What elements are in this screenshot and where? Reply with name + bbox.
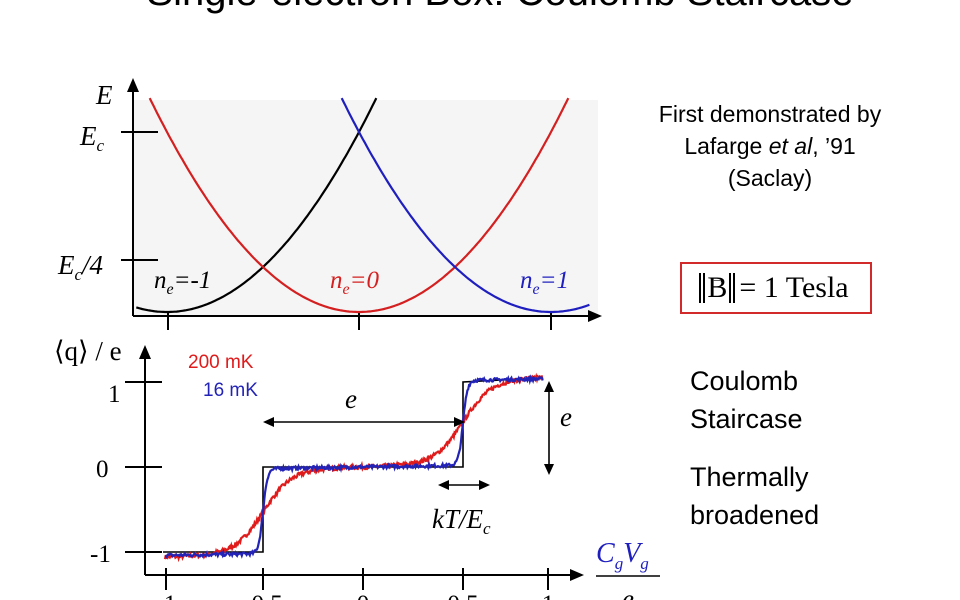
x-axis-label-denominator: e <box>622 584 634 600</box>
step-width-arrow <box>263 417 465 427</box>
curve-label-n-0: ne=0 <box>330 267 379 298</box>
step-height-label: e <box>560 402 572 432</box>
vector-arrow-icon: → <box>710 270 727 287</box>
broadened-caption: Thermally broadened <box>690 462 820 530</box>
energy-axis-label: E <box>95 80 113 110</box>
energy-curve-n-0 <box>148 97 570 314</box>
energy-plot-background <box>133 100 598 316</box>
y-tick-1: 1 <box>108 381 121 408</box>
energy-curve-n-1 <box>340 97 590 314</box>
history-note-line-1: First demonstrated by <box>658 101 882 127</box>
y-tick-0: 0 <box>96 456 109 483</box>
magnetic-field-box: → B = 1 Tesla <box>680 262 872 314</box>
field-value: = 1 Tesla <box>739 271 849 304</box>
history-note-line-3: (Saclay) <box>727 165 813 191</box>
field-norm-symbol: → B <box>699 270 736 303</box>
energy-plot-axes <box>121 78 602 330</box>
curve-label-n-1: ne=1 <box>520 267 569 298</box>
x-tick-minus-0.5: -0.5 <box>243 591 283 600</box>
x-axis-label-numerator: CgVg <box>596 538 649 573</box>
tick-label-ec-quarter: Ec/4 <box>57 250 103 284</box>
energy-curve-n-minus-1 <box>136 97 378 314</box>
legend-16mk: 16 mK <box>203 380 258 401</box>
broadening-label: kT/Ec <box>432 504 491 538</box>
step-height-arrow <box>544 381 554 475</box>
broadening-arrow <box>438 480 490 490</box>
curve-label-n-minus-1: ne=-1 <box>154 267 211 298</box>
tick-label-ec: Ec <box>79 121 105 155</box>
trace-16mk <box>164 374 544 559</box>
history-note-line-2: Lafarge et al, ’91 <box>684 133 856 159</box>
staircase-caption: Coulomb Staircase <box>690 366 803 434</box>
x-tick-minus-1: -1 <box>156 591 177 600</box>
slide-title: Single-electron Box: Coulomb Staircase <box>0 0 960 15</box>
y-tick-minus-1: -1 <box>90 541 111 568</box>
step-width-label: e <box>345 384 357 414</box>
legend-200mk: 200 mK <box>188 352 254 373</box>
x-tick-0: 0 <box>357 591 370 600</box>
x-tick-1: 1 <box>542 591 555 600</box>
x-tick-0.5: 0.5 <box>447 591 478 600</box>
history-note: First demonstrated by Lafarge et al, ’91… <box>632 98 908 194</box>
charge-axis-label: ⟨q⟩ / e <box>54 336 122 366</box>
charge-plot-axes <box>125 345 584 590</box>
